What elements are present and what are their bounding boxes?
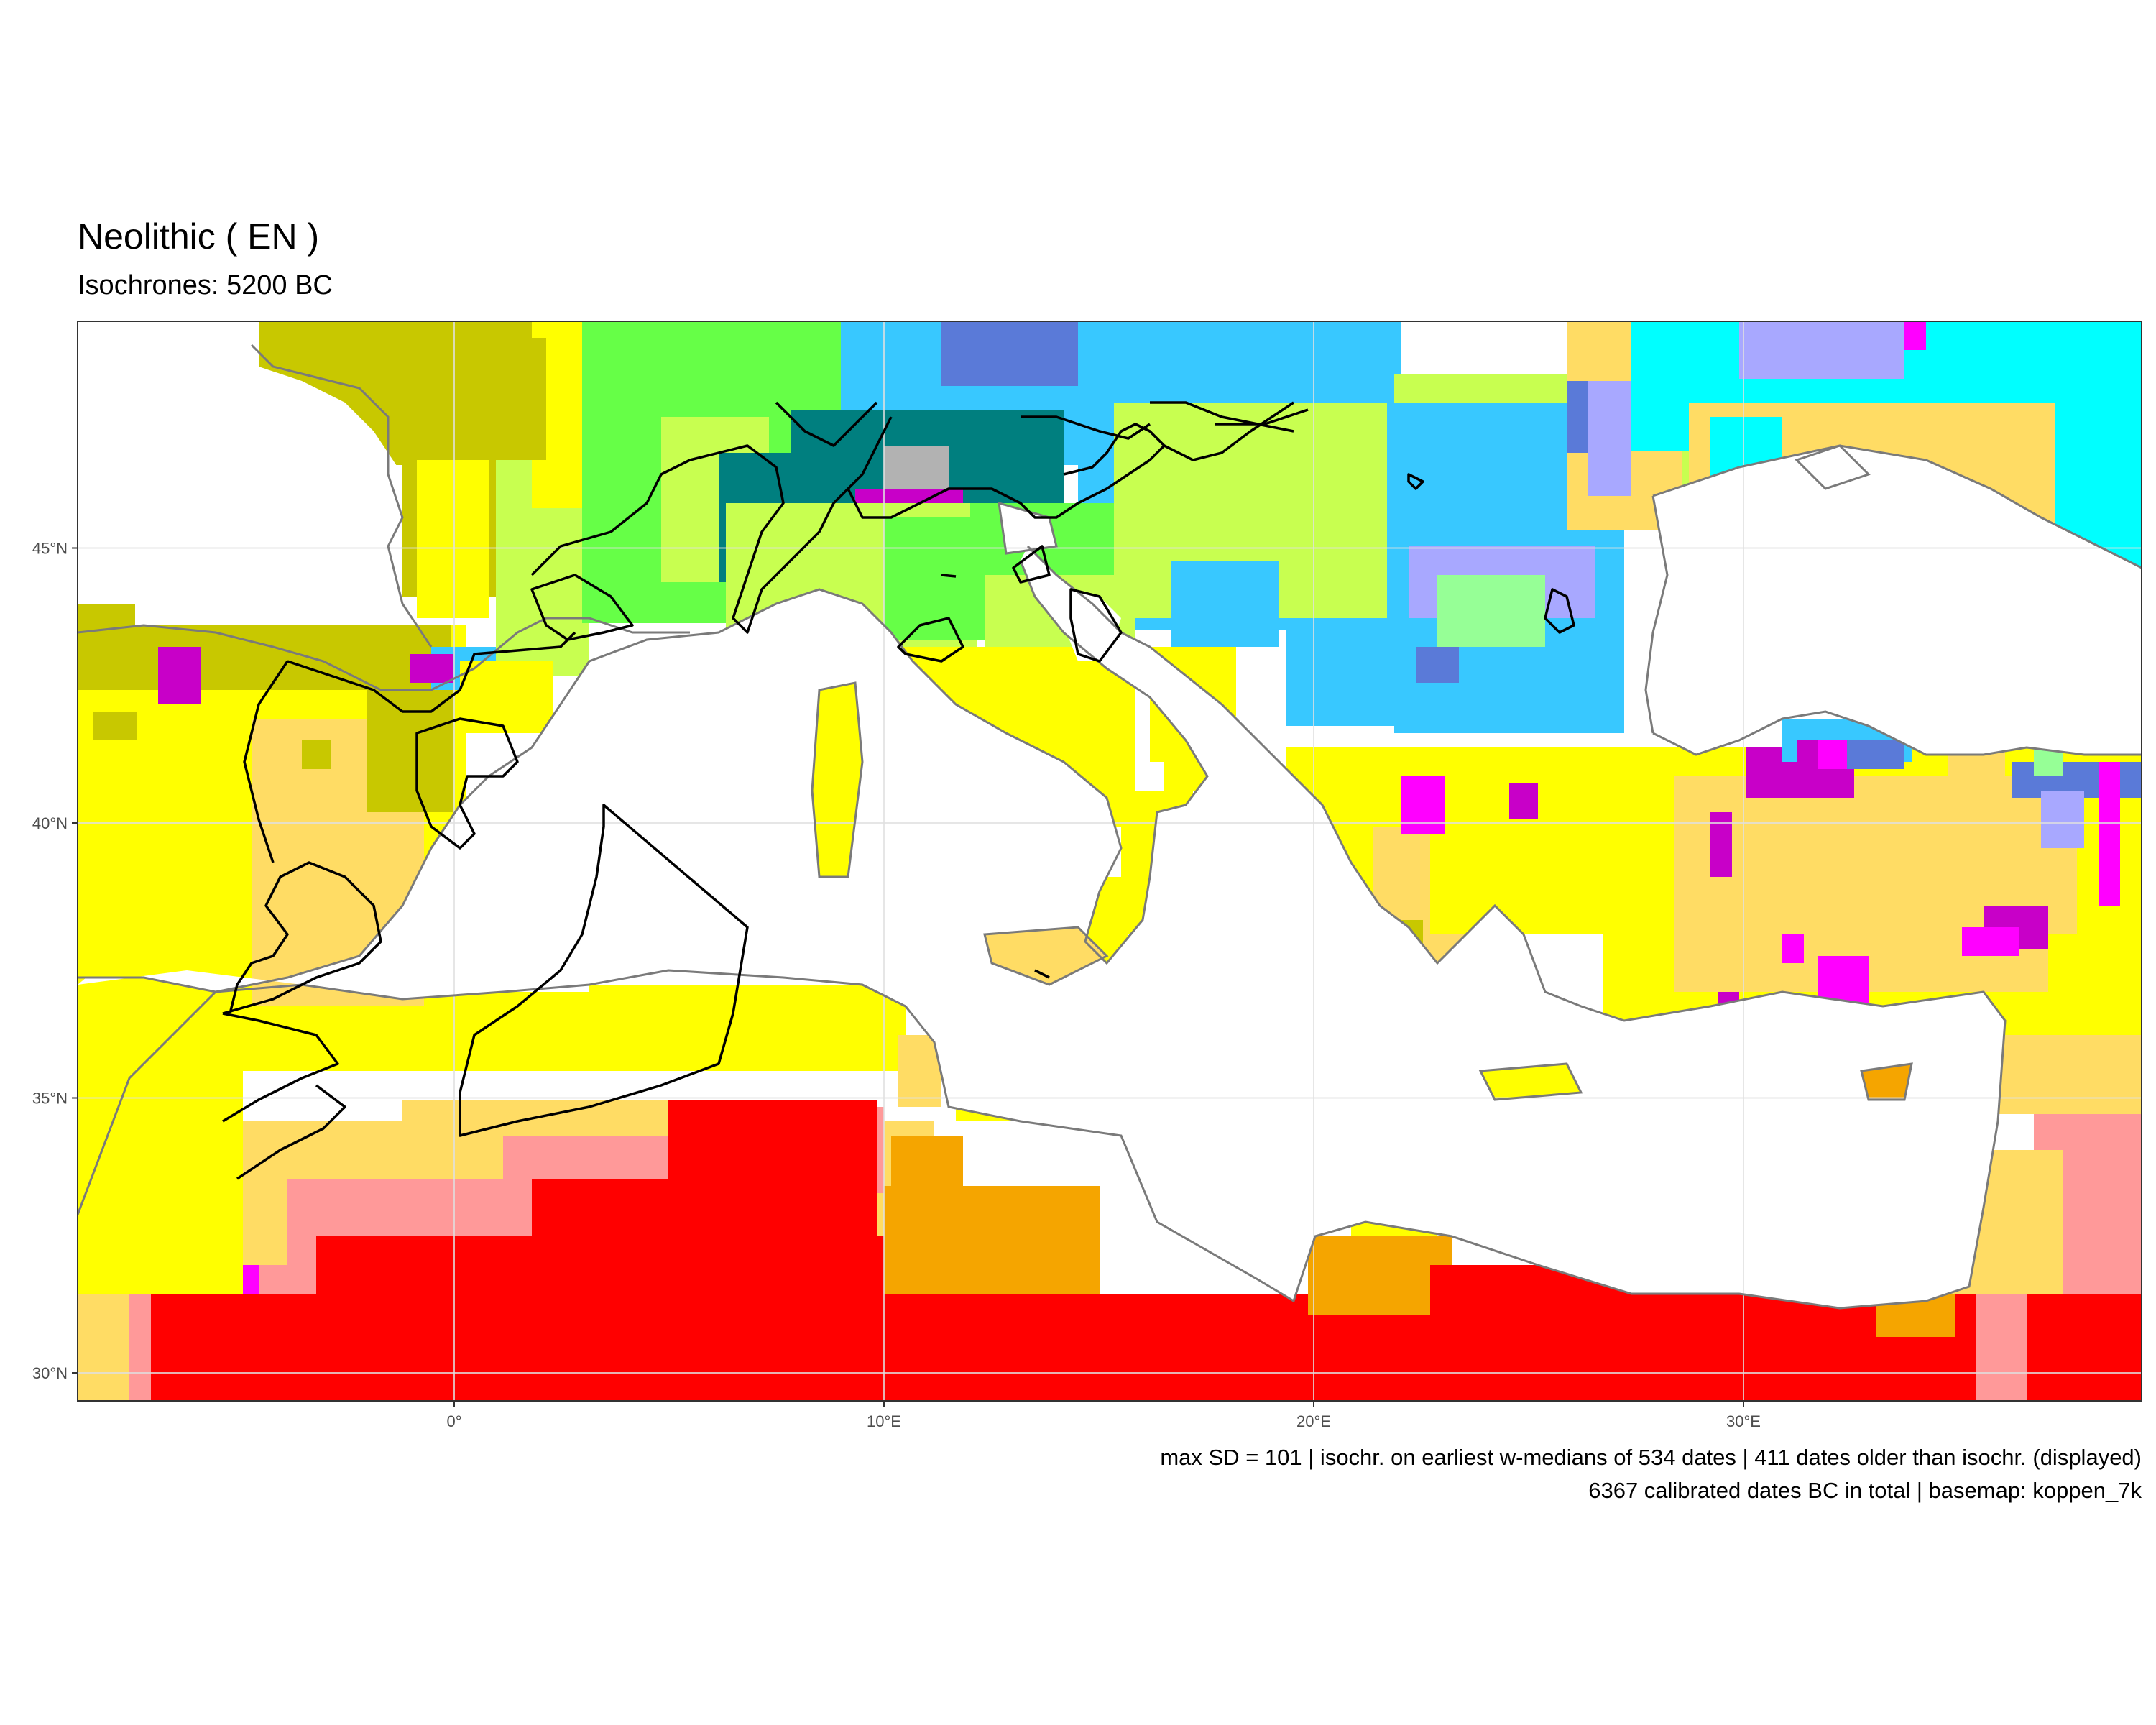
sea-area — [78, 546, 2005, 1308]
isochrone-line — [1215, 408, 1309, 426]
coastline — [250, 344, 433, 648]
climate-cell — [589, 985, 906, 1071]
isochrone-line — [1544, 588, 1575, 634]
climate-cell — [1710, 812, 1732, 877]
isochrone-line — [775, 401, 878, 447]
climate-cell — [1782, 934, 1804, 963]
climate-cell — [1797, 740, 1818, 769]
coastline — [811, 681, 864, 878]
climate-cell — [884, 518, 985, 640]
isochrone-line — [415, 717, 519, 850]
climate-cell — [2041, 791, 2084, 848]
climate-cell — [2048, 934, 2142, 1021]
y-tick-label: 30°N — [32, 1364, 68, 1382]
isochrone-line — [847, 423, 1166, 519]
coastlines — [78, 344, 2142, 1310]
isochrone-line — [1150, 401, 1294, 433]
isochrone-line — [459, 804, 749, 1137]
y-axis: 30°N 35°N 40°N 45°N — [32, 540, 78, 1382]
climate-cell — [1674, 776, 2077, 992]
isochrone-line — [1034, 969, 1050, 979]
isochrone-line — [1021, 415, 1151, 440]
x-tick-label: 20°E — [1296, 1412, 1331, 1430]
isochrone-line — [1012, 545, 1051, 584]
climate-cell — [2027, 1294, 2142, 1401]
climate-cell — [2099, 762, 2120, 906]
coastline — [1478, 1062, 1583, 1101]
caption-line-2: 6367 calibrated dates BC in total | base… — [1588, 1478, 2142, 1503]
climate-cell — [158, 647, 201, 704]
isochrone-line — [1407, 473, 1424, 490]
coastline — [1795, 444, 1871, 490]
x-axis: 0° 10°E 20°E 30°E — [446, 1401, 1761, 1430]
isochrone-line — [243, 661, 289, 863]
y-tick-label: 40°N — [32, 814, 68, 832]
x-tick-label: 0° — [446, 1412, 461, 1430]
climate-cell — [884, 446, 949, 496]
coastline — [1644, 495, 1669, 734]
coastline — [78, 545, 2007, 1310]
climate-cell — [1509, 783, 1538, 819]
climate-cell — [1904, 321, 1926, 350]
climate-cell — [302, 740, 331, 769]
isochrone-line — [530, 574, 634, 641]
coastline — [998, 501, 1058, 555]
y-tick-label: 35°N — [32, 1090, 68, 1108]
climate-cell — [1962, 927, 2019, 956]
coastline — [78, 617, 690, 691]
climate-cell — [78, 625, 451, 690]
y-tick-label: 45°N — [32, 540, 68, 558]
climate-cell — [1588, 381, 1631, 496]
isochrone-line — [236, 1084, 346, 1180]
climate-cell — [1840, 740, 1904, 769]
climate-cell — [417, 460, 489, 618]
sea-area — [78, 321, 402, 561]
climate-cell — [1416, 647, 1459, 683]
isochrone-line — [222, 861, 382, 1015]
coastline — [78, 560, 1209, 993]
climate-raster — [78, 321, 2142, 1401]
climate-cell — [93, 712, 137, 740]
isochrone-line — [287, 631, 576, 713]
climate-cell — [891, 1136, 963, 1200]
map-title: Neolithic ( EN ) — [78, 216, 320, 257]
climate-cell — [1437, 575, 1545, 647]
climate-cell — [1171, 561, 1279, 647]
caption-line-1: max SD = 101 | isochr. on earliest w-med… — [1160, 1445, 2142, 1470]
isochrones — [222, 401, 1575, 1180]
climate-cell — [941, 321, 1085, 386]
climate-cell — [668, 1100, 877, 1243]
sea-area — [1646, 446, 2142, 755]
climate-cell — [1401, 776, 1445, 834]
island — [1861, 1064, 1912, 1100]
climate-cell — [1308, 1236, 1452, 1315]
isochrone-line — [897, 617, 964, 663]
isochrone-line — [530, 416, 893, 634]
coastline — [1652, 710, 2142, 756]
map-subtitle: Isochrones: 5200 BC — [78, 270, 333, 300]
graticule — [78, 321, 2142, 1401]
coastline — [1652, 444, 2142, 569]
island — [812, 683, 862, 877]
climate-cell — [367, 683, 453, 812]
isochrone-line — [1164, 401, 1294, 461]
climate-cell — [884, 1186, 1100, 1294]
coastline — [983, 926, 1109, 986]
climate-cell — [1567, 381, 1588, 453]
isochrone-line — [941, 574, 957, 578]
coastline — [1860, 1062, 1913, 1101]
climate-cell — [410, 654, 453, 683]
island — [1480, 1064, 1581, 1100]
climate-cell — [1286, 618, 1394, 726]
x-tick-label: 30°E — [1726, 1412, 1761, 1430]
climate-cell — [1818, 740, 1847, 769]
isochrone-line — [1069, 588, 1123, 663]
x-tick-label: 10°E — [867, 1412, 901, 1430]
climate-cell — [1818, 321, 1904, 379]
isochrone-line — [222, 1012, 339, 1123]
panel-border — [77, 321, 2142, 1402]
